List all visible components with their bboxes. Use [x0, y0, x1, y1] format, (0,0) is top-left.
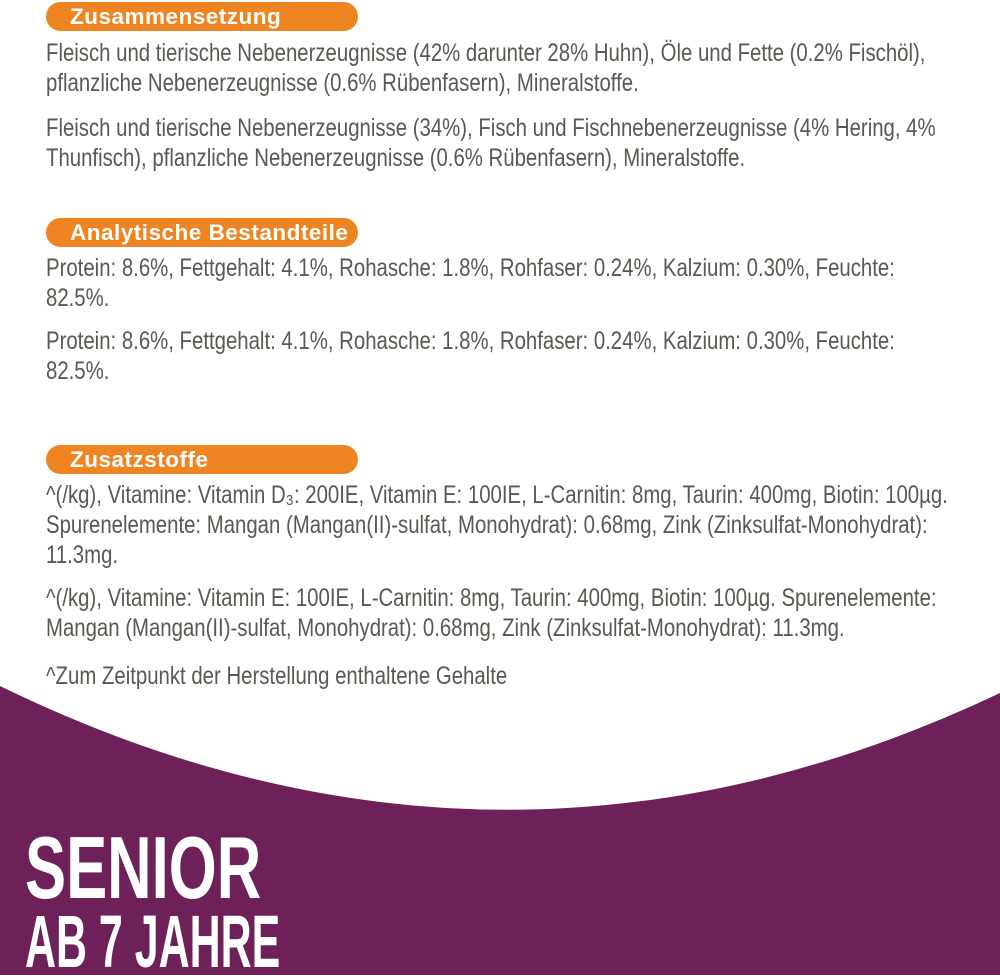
section-analytical-components: Analytische Bestandteile Protein: 8.6%, …	[46, 218, 950, 386]
additives-paragraph-2: ^(/kg), Vitamine: Vitamin E: 100IE, L-Ca…	[46, 584, 937, 642]
composition-paragraph-1: Fleisch und tierische Nebenerzeugnisse (…	[46, 39, 926, 97]
composition-badge: Zusammensetzung	[46, 2, 358, 31]
analytical-components-badge: Analytische Bestandteile	[46, 218, 358, 247]
analytical-paragraph-2: Protein: 8.6%, Fettgehalt: 4.1%, Rohasch…	[46, 327, 895, 385]
footnote: ^Zum Zeitpunkt der Herstellung enthalten…	[46, 662, 508, 690]
additives-badge: Zusatzstoffe	[46, 445, 358, 474]
purple-curve-shape	[0, 686, 1000, 975]
section-additives: Zusatzstoffe ^(/kg), Vitamine: Vitamin D…	[46, 445, 950, 643]
additives-paragraph-1: ^(/kg), Vitamine: Vitamin D₃: 200IE, Vit…	[46, 481, 948, 569]
section-composition: Zusammensetzung Fleisch und tierische Ne…	[46, 2, 950, 173]
analytical-paragraph-1: Protein: 8.6%, Fettgehalt: 4.1%, Rohasch…	[46, 254, 895, 312]
composition-paragraph-2: Fleisch und tierische Nebenerzeugnisse (…	[46, 114, 936, 172]
label-text-content: Zusammensetzung Fleisch und tierische Ne…	[46, 2, 950, 691]
